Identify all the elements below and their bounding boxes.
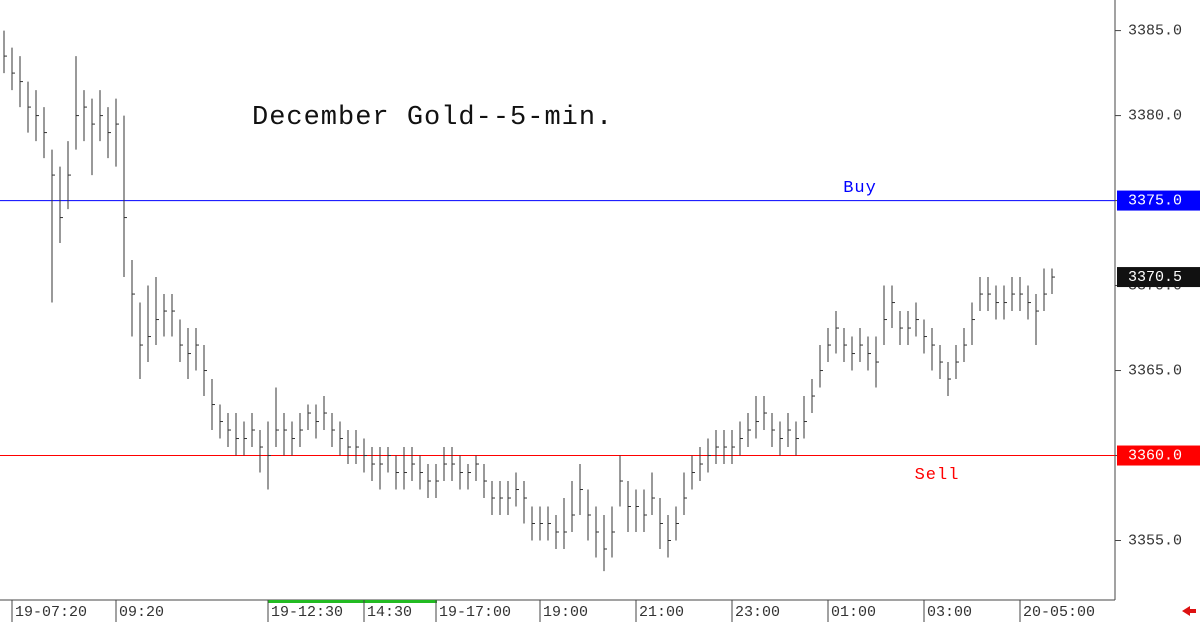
- x-tick-label: 21:00: [639, 604, 684, 621]
- y-tick-label: 3365.0: [1128, 363, 1182, 380]
- x-tick-label: 19-07:20: [15, 604, 87, 621]
- x-tick-label: 20-05:00: [1023, 604, 1095, 621]
- y-tick-label: 3380.0: [1128, 108, 1182, 125]
- last-price-box: [1117, 267, 1200, 288]
- price-box-label: 3375.0: [1128, 193, 1182, 210]
- reference-label: Buy: [843, 179, 877, 198]
- x-tick-label: 09:20: [119, 604, 164, 621]
- reference-label: Sell: [915, 466, 960, 485]
- last-price-label: 3370.5: [1128, 269, 1182, 286]
- price-box: [1117, 445, 1200, 466]
- x-tick-label: 03:00: [927, 604, 972, 621]
- y-tick-label: 3355.0: [1128, 532, 1182, 549]
- session-highlight: [268, 600, 437, 603]
- x-tick-label: 19:00: [543, 604, 588, 621]
- y-tick-label: 3385.0: [1128, 23, 1182, 40]
- chart-title: December Gold--5-min.: [252, 103, 613, 133]
- price-box: [1117, 190, 1200, 211]
- x-tick-label: 19-17:00: [439, 604, 511, 621]
- scroll-arrow[interactable]: [1182, 606, 1196, 616]
- price-box-label: 3360.0: [1128, 447, 1182, 464]
- x-tick-label: 01:00: [831, 604, 876, 621]
- x-tick-label: 19-12:30: [271, 604, 343, 621]
- x-tick-label: 23:00: [735, 604, 780, 621]
- x-tick-label: 14:30: [367, 604, 412, 621]
